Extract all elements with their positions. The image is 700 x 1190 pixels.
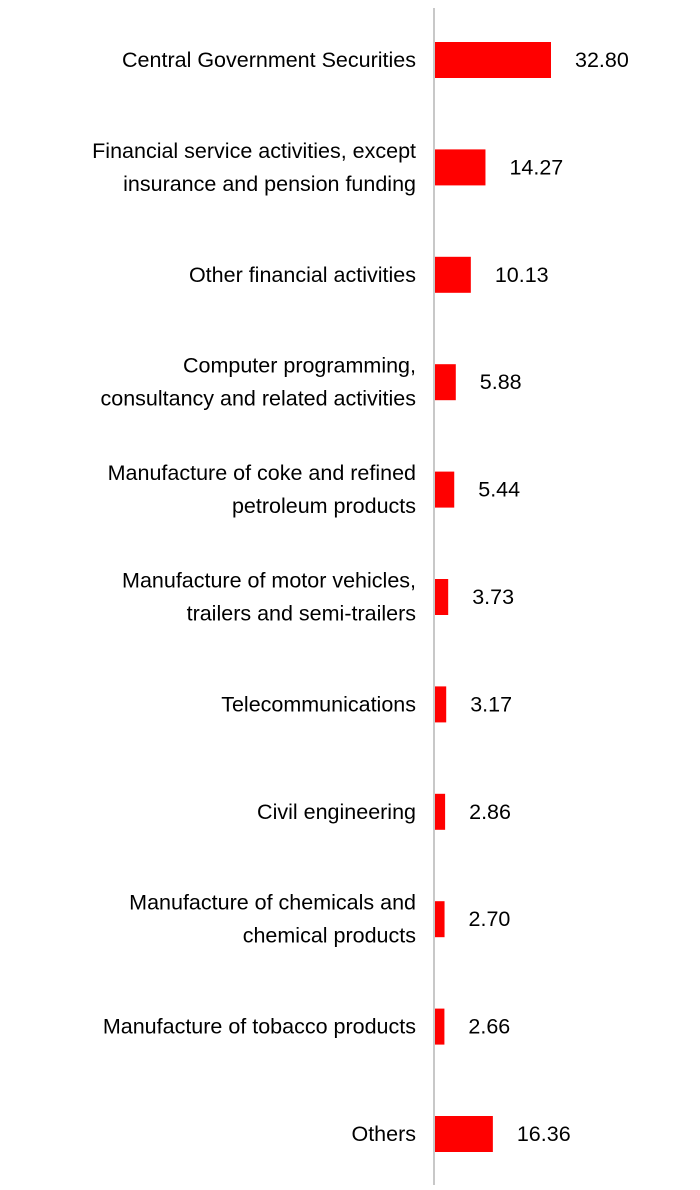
category-label-5: Manufacture of coke and refined petroleum… xyxy=(108,461,416,518)
bar-2 xyxy=(435,149,486,186)
bar-3 xyxy=(435,256,471,293)
category-label-5-line-1: Manufacture of coke and refined xyxy=(108,461,416,485)
value-label-2: 14.27 xyxy=(509,155,563,179)
category-label-8: Civil engineering xyxy=(257,800,416,824)
category-label-2-line-1: Financial service activities, except xyxy=(92,139,416,163)
category-label-10-line-1: Manufacture of tobacco products xyxy=(103,1015,416,1039)
bar-7 xyxy=(435,686,447,723)
category-label-1-line-1: Central Government Securities xyxy=(122,48,416,72)
category-label-8-line-1: Civil engineering xyxy=(257,800,416,824)
value-label-6: 3.73 xyxy=(472,585,514,609)
bar-8 xyxy=(435,793,446,830)
bar-5 xyxy=(435,471,455,508)
category-label-1: Central Government Securities xyxy=(122,48,416,72)
category-label-2-line-2: insurance and pension funding xyxy=(123,172,416,196)
value-label-7: 3.17 xyxy=(470,692,512,716)
value-label-3: 10.13 xyxy=(495,263,549,287)
bar-6 xyxy=(435,579,449,615)
value-label-4: 5.88 xyxy=(480,370,522,394)
category-label-4-line-1: Computer programming, xyxy=(183,354,416,378)
category-label-11-line-1: Others xyxy=(351,1122,416,1146)
category-label-11: Others xyxy=(351,1122,416,1146)
value-label-1: 32.80 xyxy=(575,48,629,72)
category-label-4-line-2: consultancy and related activities xyxy=(100,387,416,411)
bars-group xyxy=(435,42,551,1152)
value-label-8: 2.86 xyxy=(469,800,511,824)
category-label-9: Manufacture of chemicals and chemical pro… xyxy=(129,891,416,948)
category-label-10: Manufacture of tobacco products xyxy=(103,1015,416,1039)
category-labels-group: Central Government Securities Financial s… xyxy=(92,48,416,1146)
bar-10 xyxy=(435,1008,445,1045)
value-label-10: 2.66 xyxy=(468,1015,510,1039)
category-label-6-line-1: Manufacture of motor vehicles, xyxy=(122,569,416,593)
value-label-11: 16.36 xyxy=(517,1122,571,1146)
category-label-3-line-1: Other financial activities xyxy=(189,263,416,287)
category-label-3: Other financial activities xyxy=(189,263,416,287)
category-label-6-line-2: trailers and semi-trailers xyxy=(187,602,416,626)
bar-11 xyxy=(435,1116,493,1152)
bar-1 xyxy=(435,42,551,78)
bar-4 xyxy=(435,364,456,401)
category-label-7: Telecommunications xyxy=(221,692,416,716)
value-labels-group: 32.80 14.27 10.13 5.88 5.44 3.73 3.17 2.86 2.70 2… xyxy=(468,48,628,1146)
value-label-5: 5.44 xyxy=(478,478,520,502)
category-label-6: Manufacture of motor vehicles, trailers a… xyxy=(122,569,416,626)
category-label-9-line-2: chemical products xyxy=(243,924,416,948)
category-label-4: Computer programming, consultancy and rel… xyxy=(100,354,416,411)
category-label-9-line-1: Manufacture of chemicals and xyxy=(129,891,416,915)
category-label-7-line-1: Telecommunications xyxy=(221,692,416,716)
category-label-5-line-2: petroleum products xyxy=(232,494,416,518)
value-label-9: 2.70 xyxy=(469,907,511,931)
category-label-2: Financial service activities, except insu… xyxy=(92,139,416,196)
bar-9 xyxy=(435,901,445,938)
